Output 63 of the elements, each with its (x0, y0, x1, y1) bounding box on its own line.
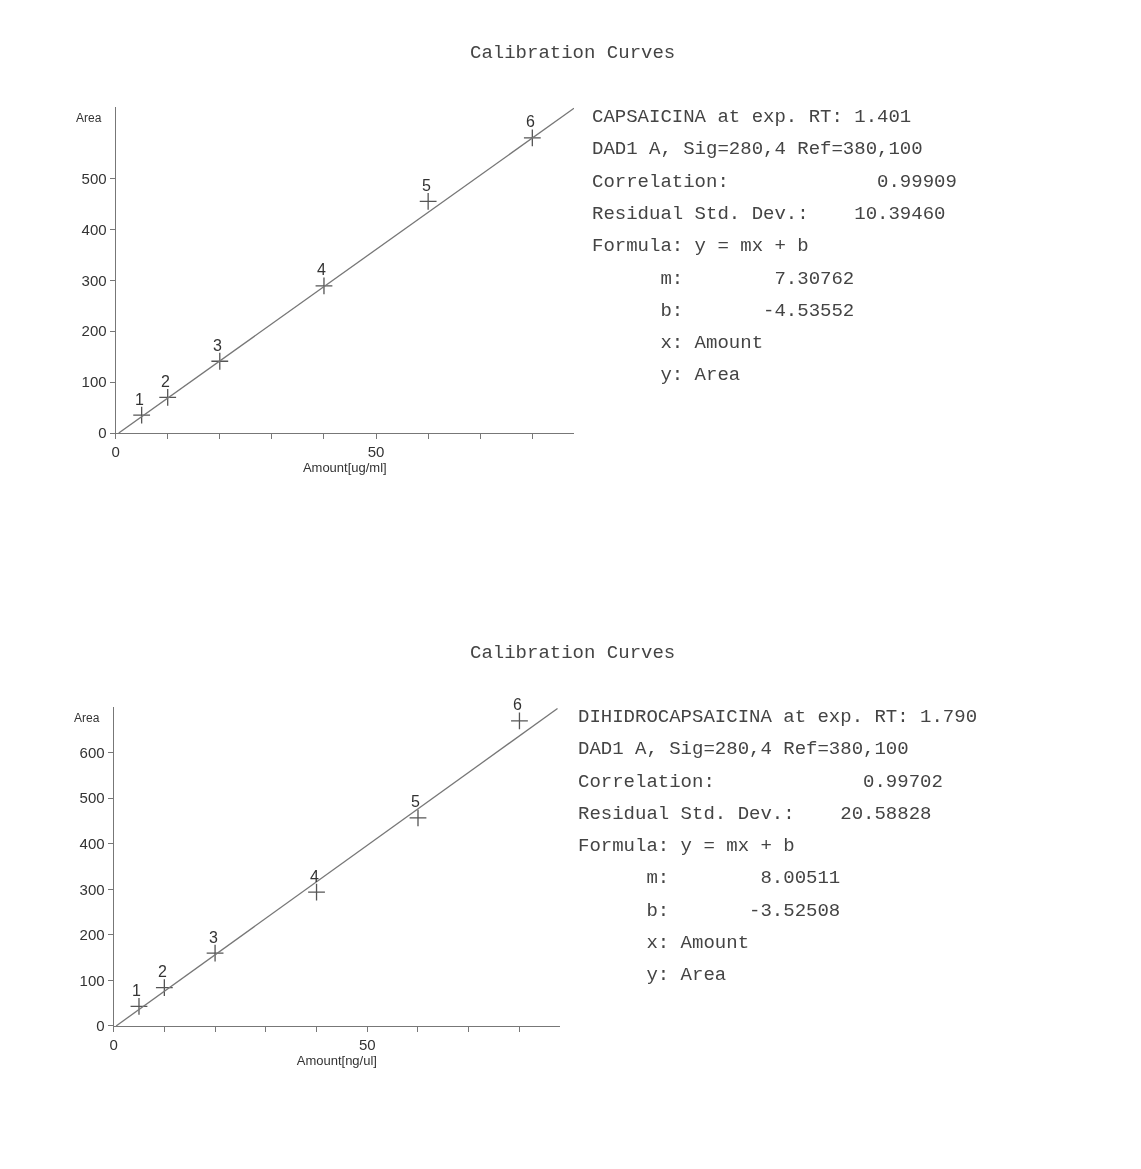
annotation: 3 (209, 929, 218, 946)
point (307, 882, 326, 902)
point (132, 406, 151, 425)
text: Correlation: 0.99702 (578, 771, 943, 793)
point (408, 808, 428, 827)
y-tick-label: 600 (79, 743, 105, 761)
annotation: 2 (161, 373, 170, 390)
annotation: 3 (213, 337, 222, 354)
annotation: 1 (135, 391, 144, 408)
y-tick-label: 300 (81, 271, 107, 289)
point (419, 192, 438, 211)
x-tick-label: 50 (367, 443, 385, 461)
chart-title: Calibration Curves (470, 642, 676, 664)
annotation: 4 (317, 261, 326, 278)
text: m: 8.00511 (578, 867, 841, 889)
point (314, 276, 334, 295)
point (158, 388, 177, 407)
annotation: 2 (158, 963, 167, 980)
y-tick-label: 200 (81, 322, 107, 340)
text: x: Amount (578, 932, 750, 954)
text: y: Area (578, 964, 727, 986)
y-tick-label: 400 (79, 835, 105, 853)
point (155, 978, 174, 997)
x-axis-title: Amount[ug/ml] (302, 460, 387, 476)
y-axis-title: Area (74, 711, 100, 725)
text: Residual Std. Dev.: 20.58828 (578, 803, 932, 825)
text: DAD1 A, Sig=280,4 Ref=380,100 (592, 138, 923, 160)
y-tick-label: 0 (96, 1017, 105, 1035)
text: Correlation: 0.99909 (592, 171, 957, 193)
y-tick-label: 0 (98, 424, 107, 442)
point (206, 944, 225, 963)
text: b: -4.53552 (592, 300, 855, 322)
text: Formula: y = mx + b (578, 835, 795, 857)
y-tick-label: 500 (81, 169, 107, 187)
point (523, 128, 542, 147)
text: x: Amount (592, 332, 764, 354)
y-tick-label: 100 (81, 373, 107, 391)
text: CAPSAICINA at exp. RT: 1.401 (592, 106, 912, 128)
annotation: 1 (132, 982, 141, 999)
annotation: 5 (411, 793, 420, 810)
text: DAD1 A, Sig=280,4 Ref=380,100 (578, 738, 909, 760)
text: b: -3.52508 (578, 900, 841, 922)
chart-title: Calibration Curves (470, 42, 676, 64)
x-axis-title: Amount[ng/ul] (296, 1052, 377, 1068)
text: DIHIDROCAPSAICINA at exp. RT: 1.790 (578, 706, 978, 728)
annotation: 4 (310, 868, 319, 885)
y-tick-label: 500 (79, 789, 105, 807)
text: m: 7.30762 (592, 268, 855, 290)
point (129, 997, 149, 1016)
y-axis-title: Area (76, 111, 102, 125)
x-tick-label: 50 (358, 1035, 376, 1053)
y-tick-label: 100 (79, 971, 105, 989)
annotation: 6 (526, 113, 535, 130)
text: Formula: y = mx + b (592, 235, 809, 257)
y-tick-label: 300 (79, 880, 105, 898)
text: Residual Std. Dev.: 10.39460 (592, 203, 946, 225)
y-tick-label: 400 (81, 220, 107, 238)
annotation: 6 (513, 696, 522, 713)
text: y: Area (592, 364, 741, 386)
annotation: 5 (422, 177, 431, 194)
point (210, 352, 229, 371)
point (510, 711, 529, 730)
y-tick-label: 200 (79, 926, 105, 944)
